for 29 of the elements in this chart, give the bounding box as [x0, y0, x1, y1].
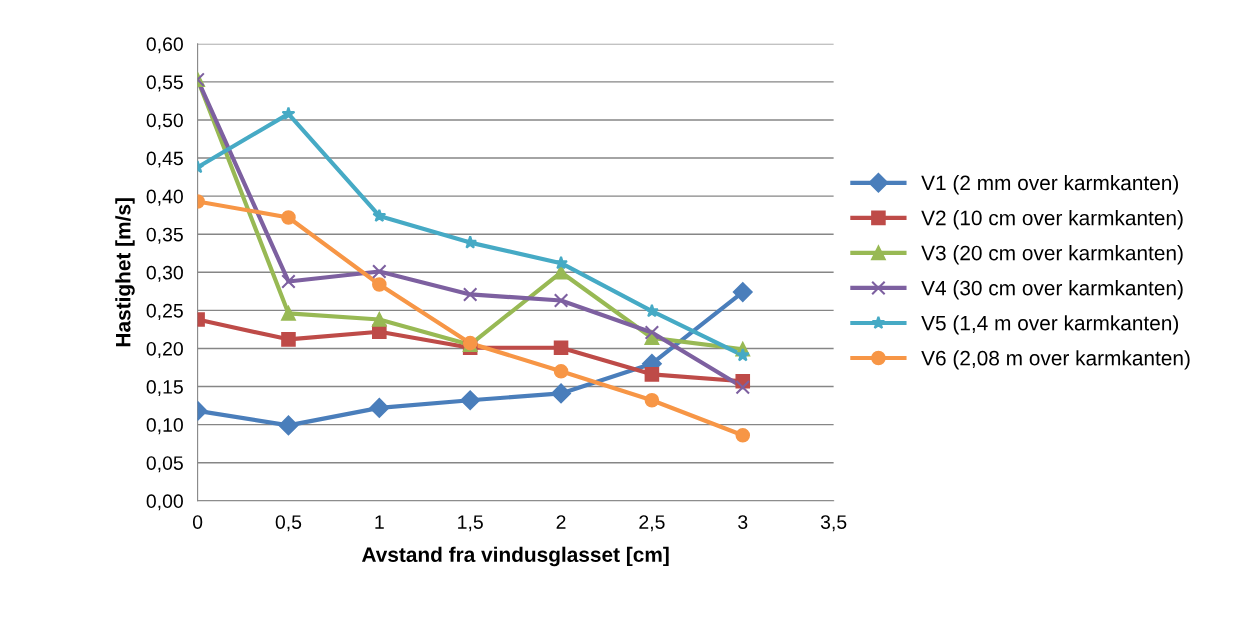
x-tick-label: 3,5 [820, 515, 847, 532]
legend-label: V3 (20 cm over karmkanten) [921, 245, 1183, 265]
x-tick-label: 1 [375, 515, 384, 529]
x-tick-label: 2,5 [639, 515, 665, 532]
x-tick-label: 0 [192, 515, 203, 529]
y-axis-title: Hastighet [m/s] [115, 198, 135, 347]
y-tick-label: 0,20 [146, 341, 183, 359]
y-tick-label: 0,10 [146, 418, 183, 435]
y-tick-label: 0,05 [146, 456, 183, 473]
legend-label: V2 (10 cm over karmkanten) [921, 210, 1183, 230]
x-tick-label: 2 [556, 515, 566, 529]
y-tick-label: 0,15 [146, 380, 183, 397]
y-tick-label: 0,40 [146, 189, 183, 206]
legend-label: V1 (2 mm over karmkanten) [921, 174, 1179, 195]
x-tick-label: 0,5 [275, 515, 302, 532]
x-tick-label: 1,5 [458, 515, 483, 532]
y-tick-label: 0,50 [146, 113, 183, 130]
y-tick-label: 0,00 [146, 494, 183, 511]
y-tick-label: 0,60 [146, 37, 183, 54]
legend-label: V4 (30 cm over karmkanten) [921, 280, 1183, 300]
x-axis-title: Avstand fra vindusglasset [cm] [361, 546, 669, 567]
legend-label: V5 (1,4 m over karmkanten) [921, 315, 1179, 335]
y-tick-label: 0,55 [146, 75, 183, 92]
y-tick-label: 0,25 [146, 303, 183, 320]
y-tick-label: 0,30 [146, 265, 183, 282]
y-tick-label: 0,45 [146, 151, 183, 168]
x-tick-label: 3 [738, 515, 748, 529]
y-tick-label: 0,35 [146, 227, 183, 244]
legend-label: V6 (2,08 m over karmkanten) [921, 350, 1190, 370]
